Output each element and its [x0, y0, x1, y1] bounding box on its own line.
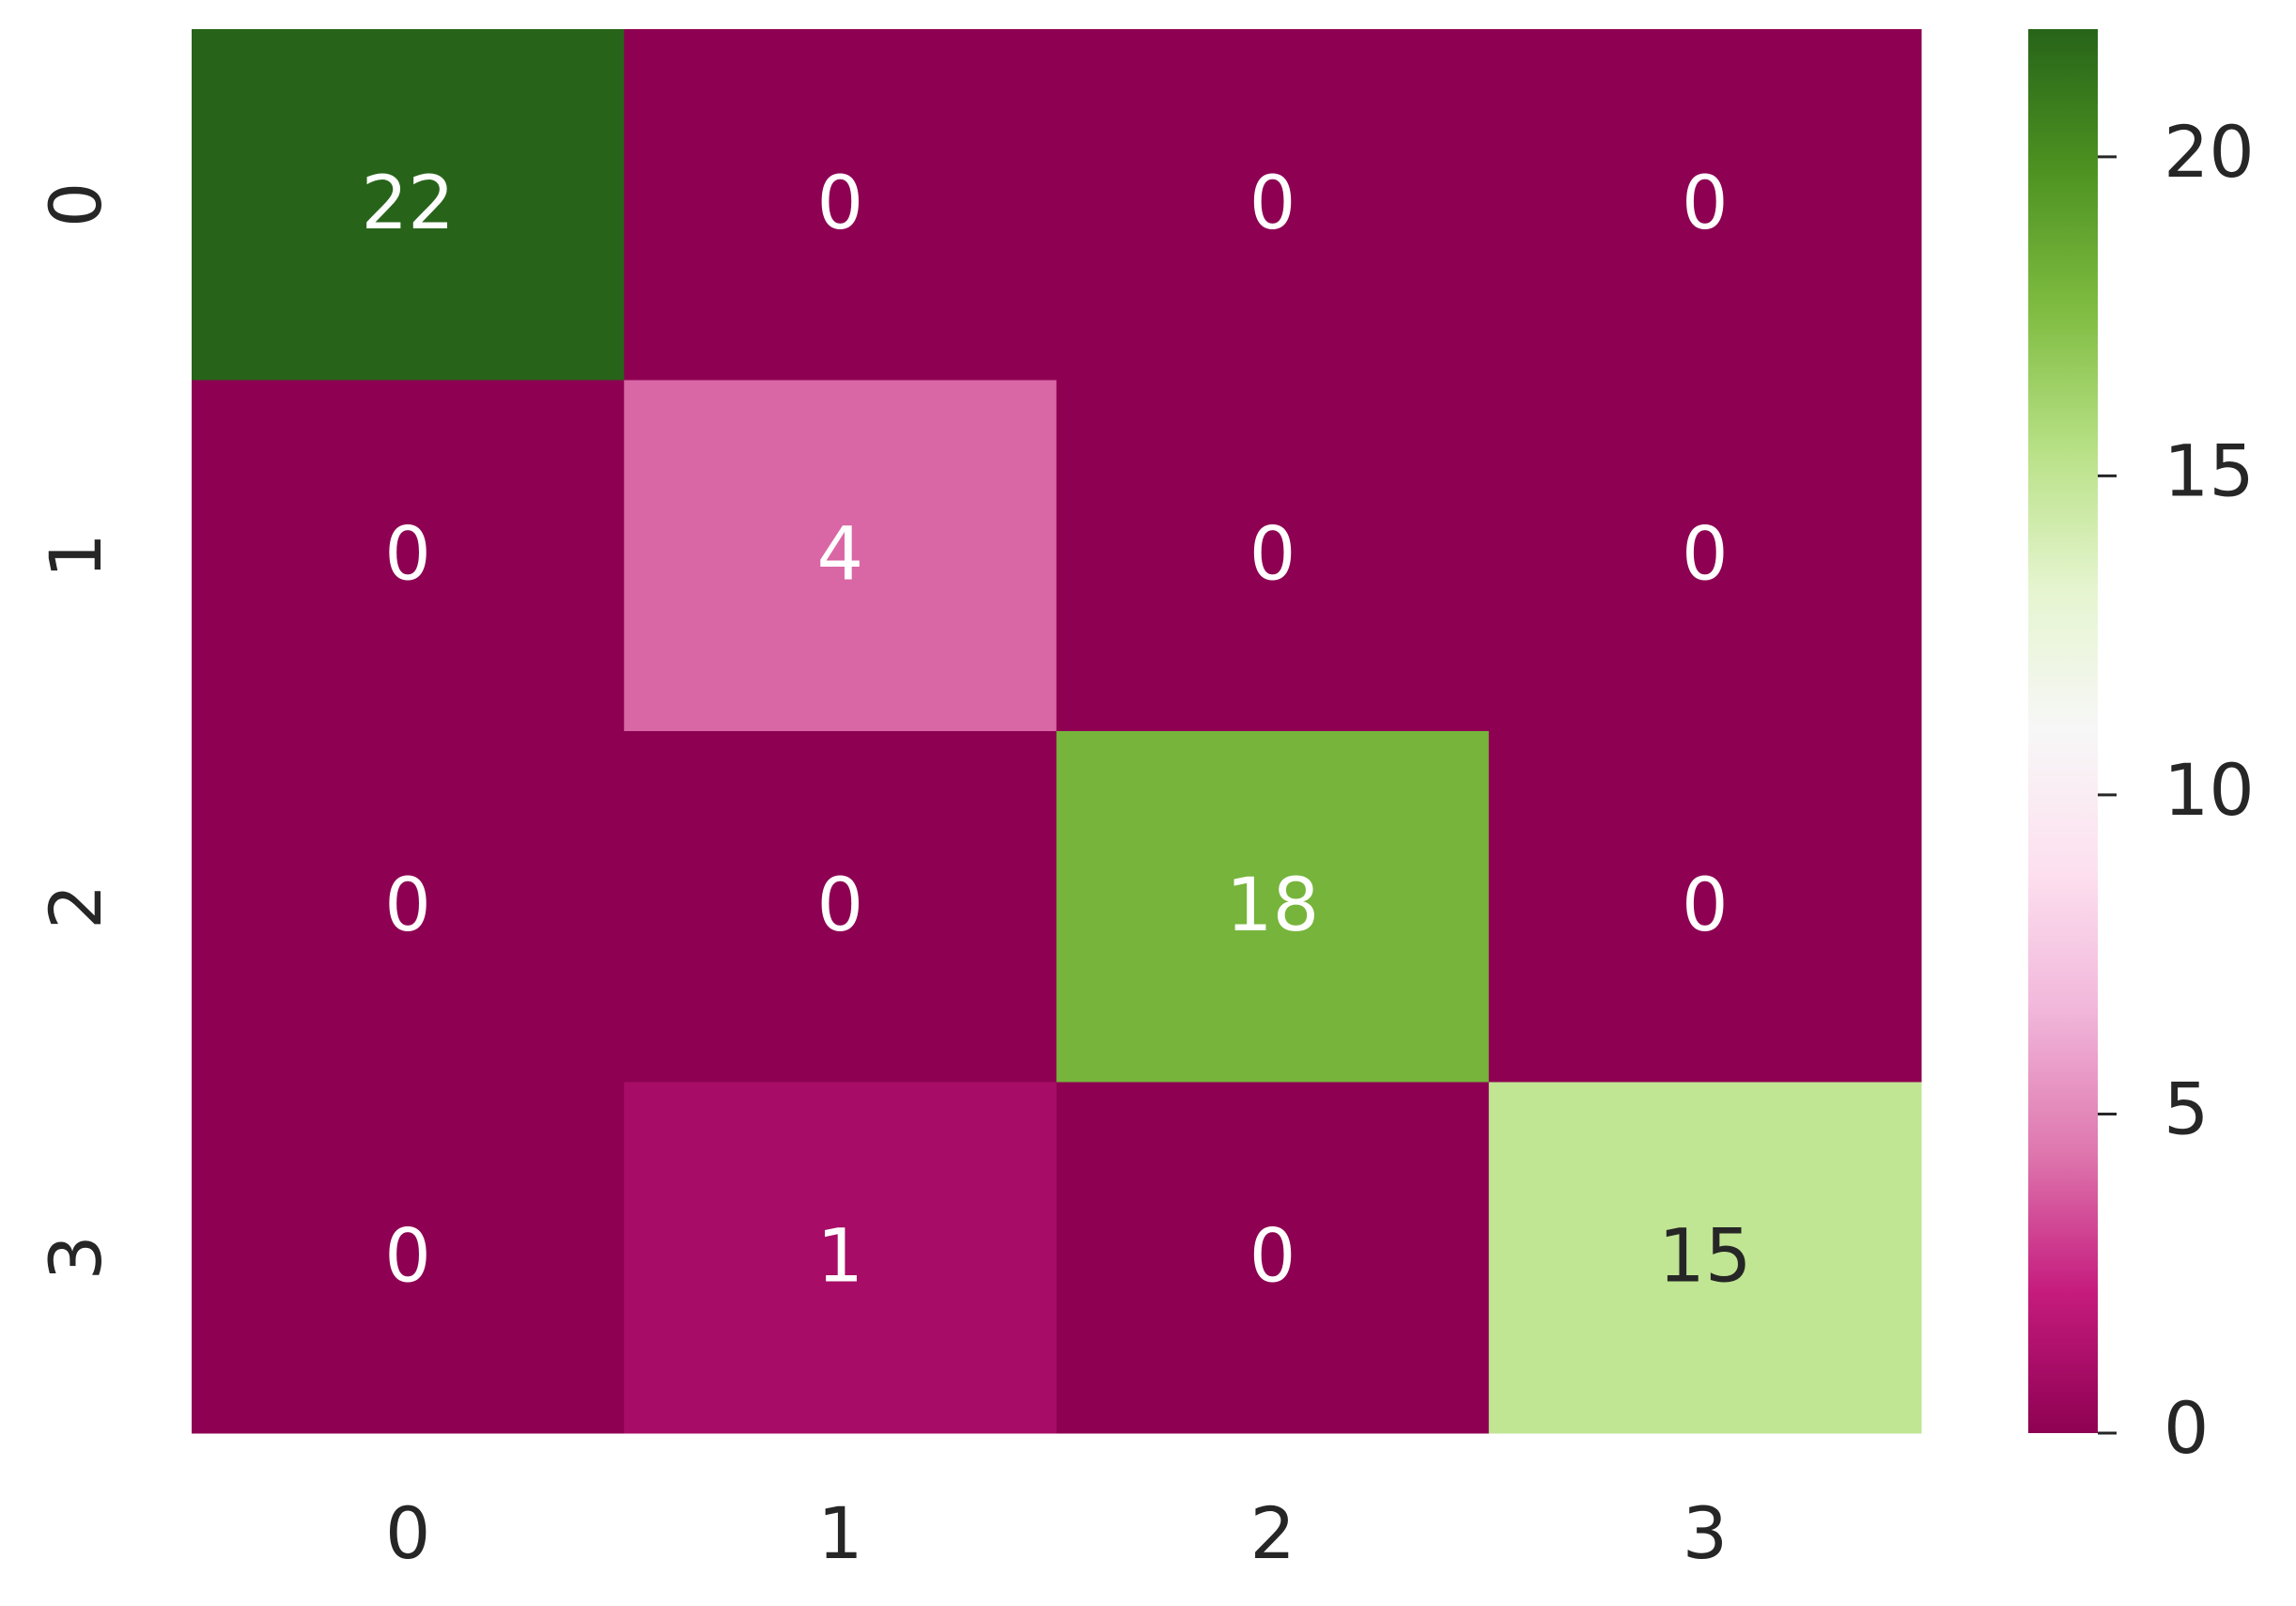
cell-label: 0: [384, 1215, 431, 1300]
cell-label: 0: [384, 864, 431, 948]
cell: [1056, 1082, 1490, 1434]
cell: [624, 380, 1057, 732]
cell: [624, 731, 1057, 1083]
colorbar-tick-label: 15: [2164, 429, 2255, 512]
cell: [1056, 380, 1490, 732]
cell: [1488, 731, 1922, 1083]
cell-label: 18: [1226, 864, 1319, 948]
colorbar-tick-label: 5: [2164, 1067, 2209, 1150]
cell: [1056, 29, 1490, 381]
cell-label: 0: [817, 864, 864, 948]
y-tick-label: 3: [34, 1235, 117, 1280]
cell: [192, 1082, 625, 1434]
cell-label: 0: [817, 162, 864, 246]
cell: [192, 731, 625, 1083]
y-tick-label: 1: [34, 533, 117, 578]
colorbar-tick-label: 20: [2164, 110, 2255, 194]
x-tick-label: 0: [385, 1491, 430, 1575]
cell-label: 1: [817, 1215, 864, 1300]
colorbar: [2028, 29, 2098, 1433]
cell-label: 22: [361, 162, 454, 246]
x-tick-label: 3: [1683, 1491, 1728, 1575]
cell-label: 0: [1682, 162, 1729, 246]
cell: [1488, 380, 1922, 732]
cell: [624, 29, 1057, 381]
colorbar-tick-label: 10: [2164, 748, 2255, 832]
cell-label: 0: [1682, 513, 1729, 598]
y-tick-label: 2: [34, 884, 117, 929]
cell: [192, 29, 625, 381]
x-tick-label: 1: [817, 1491, 862, 1575]
cell-label: 0: [1249, 1215, 1296, 1300]
cell: [1056, 731, 1490, 1083]
x-tick-label: 2: [1249, 1491, 1295, 1575]
cell-label: 0: [1249, 162, 1296, 246]
cell: [192, 380, 625, 732]
cell-label: 0: [1249, 513, 1296, 598]
cell: [1488, 1082, 1922, 1434]
colorbar-tick-label: 0: [2164, 1386, 2209, 1470]
cell-label: 0: [1682, 864, 1729, 948]
y-tick-label: 0: [34, 182, 117, 227]
cell-label: 0: [384, 513, 431, 598]
cell-label: 15: [1658, 1215, 1751, 1300]
cell-label: 4: [817, 513, 864, 598]
cell: [1488, 29, 1922, 381]
cell: [624, 1082, 1057, 1434]
